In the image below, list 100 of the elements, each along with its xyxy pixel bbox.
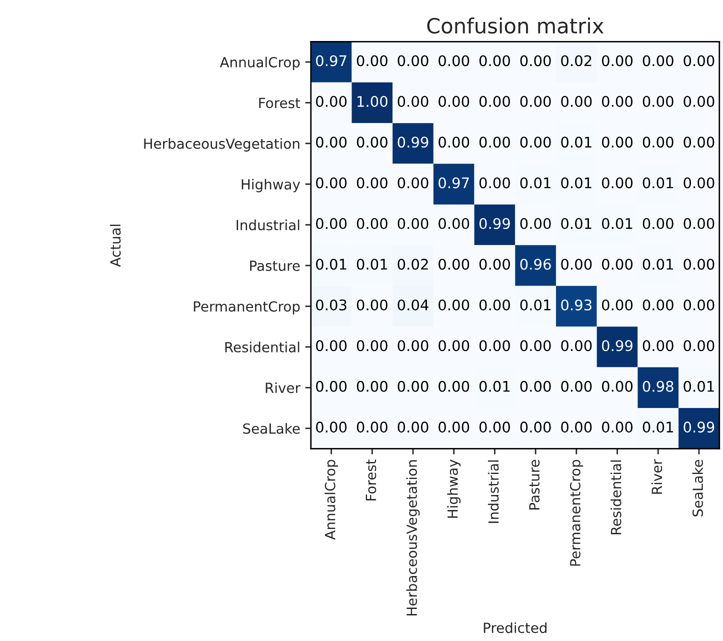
data-label: 0.00 [520,422,551,433]
y-tick-label: Forest [259,98,300,108]
data-label: 0.97 [316,55,346,66]
data-label: 0.98 [642,380,674,392]
x-tick-label: Forest [366,459,376,500]
data-label: 0.00 [520,96,551,107]
data-label: 0.00 [642,299,674,310]
data-label: 0.00 [479,340,510,352]
data-label: 0.00 [356,55,388,66]
x-tick-label: Industrial [488,460,499,523]
data-label: 0.00 [684,136,714,148]
data-label: 0.00 [316,96,347,107]
data-label: 0.00 [561,258,592,270]
data-label: 0.01 [642,258,673,270]
data-label: 0.00 [479,422,510,433]
data-label: 0.00 [602,177,633,188]
data-label: 0.01 [316,258,346,270]
x-tick-label: Highway [447,460,461,518]
data-label: 0.00 [479,96,510,107]
data-label: 0.00 [684,299,714,310]
data-label: 0.97 [438,177,469,188]
data-label: 0.00 [316,340,347,352]
data-label: 0.00 [602,422,633,433]
y-tick-label: River [266,382,300,394]
data-label: 0.02 [561,55,592,66]
data-label: 0.02 [398,258,428,270]
data-label: 0.00 [642,96,674,107]
data-label: 0.00 [684,218,714,230]
data-label: 0.01 [479,380,510,392]
data-label: 0.00 [561,422,592,433]
data-label: 0.00 [438,96,470,107]
data-label: 0.00 [398,177,428,188]
y-tick-label: PermanentCrop [194,301,300,314]
data-label: 0.00 [479,258,510,270]
data-label: 0.01 [561,218,592,230]
data-label: 0.00 [684,177,714,188]
data-label: 0.00 [398,340,428,352]
data-label: 0.00 [602,258,633,270]
data-label: 0.00 [316,380,347,392]
y-tick-label: SeaLake [243,423,300,434]
y-tick-label: Industrial [236,220,300,230]
data-label: 0.00 [316,218,347,230]
data-label: 0.00 [438,340,470,352]
data-label: 0.01 [356,258,388,270]
data-label: 0.00 [520,136,551,148]
y-tick-label: Residential [225,342,300,352]
data-label: 0.00 [356,136,388,148]
y-tick-label: AnnualCrop [220,56,300,70]
data-label: 0.00 [684,55,714,66]
data-label: 0.00 [684,96,714,107]
data-label: 0.00 [356,218,388,230]
data-label: 0.00 [520,340,551,352]
data-label: 0.00 [602,136,633,148]
data-label: 0.00 [356,177,388,188]
y-axis-title: Actual [110,224,121,267]
data-label: 0.00 [356,380,388,392]
y-tick-label: HerbaceousVegetation [144,138,300,152]
y-tick-label: Pasture [250,260,300,272]
data-label: 0.01 [561,177,592,188]
data-label: 0.01 [520,177,550,188]
data-label: 0.00 [356,422,388,433]
data-label: 0.01 [684,380,714,392]
data-label: 0.99 [479,218,510,230]
data-label: 0.04 [398,299,428,310]
data-label: 0.00 [356,299,388,310]
data-label: 0.00 [479,55,510,66]
data-label: 0.01 [642,422,673,433]
data-label: 0.93 [561,299,592,310]
data-label: 0.00 [438,422,470,433]
data-label: 0.00 [438,136,470,148]
data-label: 0.00 [642,55,674,66]
data-label: 0.00 [520,218,551,230]
data-label: 0.01 [602,218,632,230]
x-tick-label: River [651,459,662,494]
data-label: 0.96 [520,258,551,270]
data-label: 1.00 [358,96,388,107]
data-label: 0.00 [438,218,470,230]
x-tick-label: Residential [610,460,622,534]
data-label: 0.00 [438,380,470,392]
data-label: 0.00 [642,218,674,230]
data-label: 0.00 [602,96,633,107]
data-label: 0.99 [398,136,428,148]
x-tick-label: HerbaceousVegetation [406,460,420,616]
x-tick-label: SeaLake [692,460,703,516]
data-label: 0.00 [316,177,347,188]
data-label: 0.00 [398,55,428,66]
data-label: 0.00 [479,136,510,148]
data-label: 0.00 [398,96,428,107]
data-label: 0.00 [602,55,633,66]
data-label: 0.01 [561,136,592,148]
data-label: 0.00 [438,55,470,66]
data-label: 0.00 [316,136,347,148]
data-label: 0.00 [602,380,633,392]
data-label: 0.00 [398,218,428,230]
data-label: 0.00 [561,380,592,392]
x-tick-label: PermanentCrop [570,460,584,566]
data-label: 0.00 [642,340,674,352]
data-label: 0.00 [561,340,592,352]
data-label: 0.00 [520,380,551,392]
chart-title: Confusion matrix [427,18,604,34]
